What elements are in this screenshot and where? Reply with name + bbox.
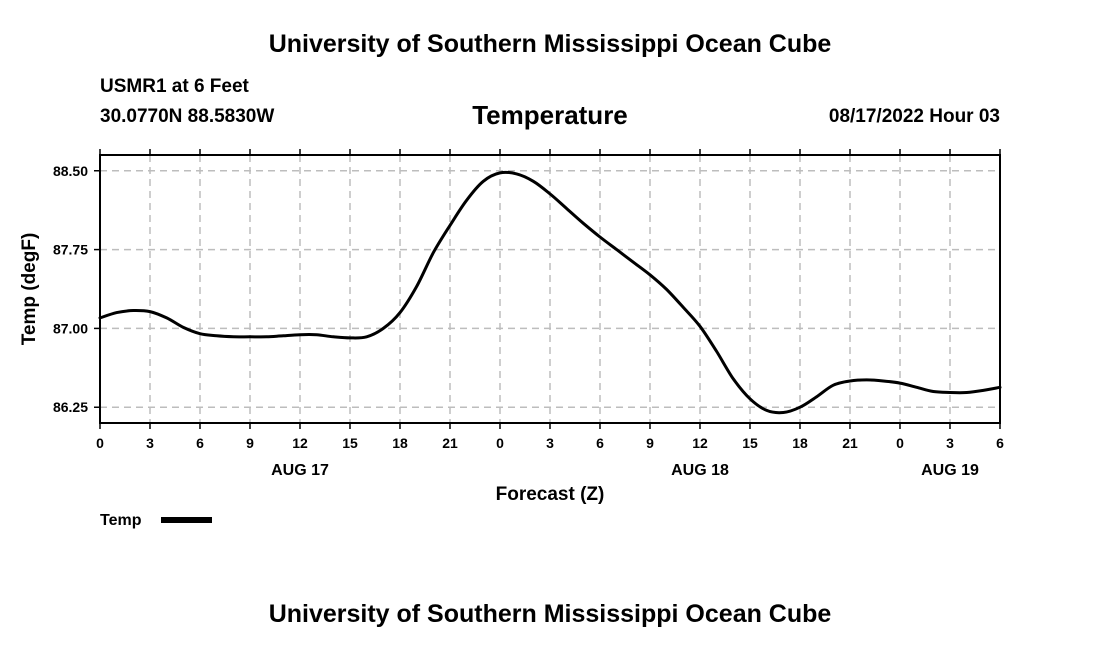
x-tick-label: 3 <box>146 435 154 451</box>
forecast-datetime: 08/17/2022 Hour 03 <box>828 106 1000 127</box>
legend-label: Temp <box>100 512 142 529</box>
x-tick-label: 3 <box>946 435 954 451</box>
x-tick-label: 15 <box>342 435 358 451</box>
y-tick-label: 87.00 <box>53 320 88 336</box>
station-name: USMR1 at 6 Feet <box>100 76 249 97</box>
bottom-title: University of Southern Mississippi Ocean… <box>268 600 832 628</box>
x-tick-label: 6 <box>996 435 1004 451</box>
x-tick-label: 15 <box>742 435 758 451</box>
y-tick-label: 87.75 <box>53 242 88 258</box>
x-tick-label: 21 <box>842 435 858 451</box>
x-tick-label: 21 <box>442 435 458 451</box>
x-tick-label: 0 <box>896 435 904 451</box>
y-tick-label: 88.50 <box>53 163 88 179</box>
x-axis-label: Forecast (Z) <box>496 484 605 505</box>
y-axis-label: Temp (degF) <box>19 233 40 346</box>
x-tick-label: 12 <box>692 435 708 451</box>
top-title: University of Southern Mississippi Ocean… <box>268 30 832 58</box>
x-tick-label: 9 <box>246 435 254 451</box>
date-label: AUG 19 <box>921 462 979 479</box>
axis-ticks: 0 3 6 9 12 15 18 21 0 3 6 9 12 15 18 21 0 3 6 86.25 87.00 87.… <box>53 149 1004 479</box>
plot-frame <box>99 154 1001 424</box>
date-label: AUG 18 <box>671 462 729 479</box>
station-coordinates: 30.0770N 88.5830W <box>100 106 275 127</box>
chart-title: Temperature <box>472 100 628 130</box>
x-tick-label: 18 <box>792 435 808 451</box>
x-tick-label: 18 <box>392 435 408 451</box>
date-label: AUG 17 <box>271 462 329 479</box>
temp-series-line <box>98 170 1002 415</box>
x-tick-label: 9 <box>646 435 654 451</box>
x-tick-label: 6 <box>596 435 604 451</box>
x-tick-label: 0 <box>96 435 104 451</box>
y-tick-label: 86.25 <box>53 399 88 415</box>
x-tick-label: 3 <box>546 435 554 451</box>
x-tick-label: 6 <box>196 435 204 451</box>
x-tick-label: 12 <box>292 435 308 451</box>
x-tick-label: 0 <box>496 435 504 451</box>
grid-lines <box>100 155 1000 423</box>
